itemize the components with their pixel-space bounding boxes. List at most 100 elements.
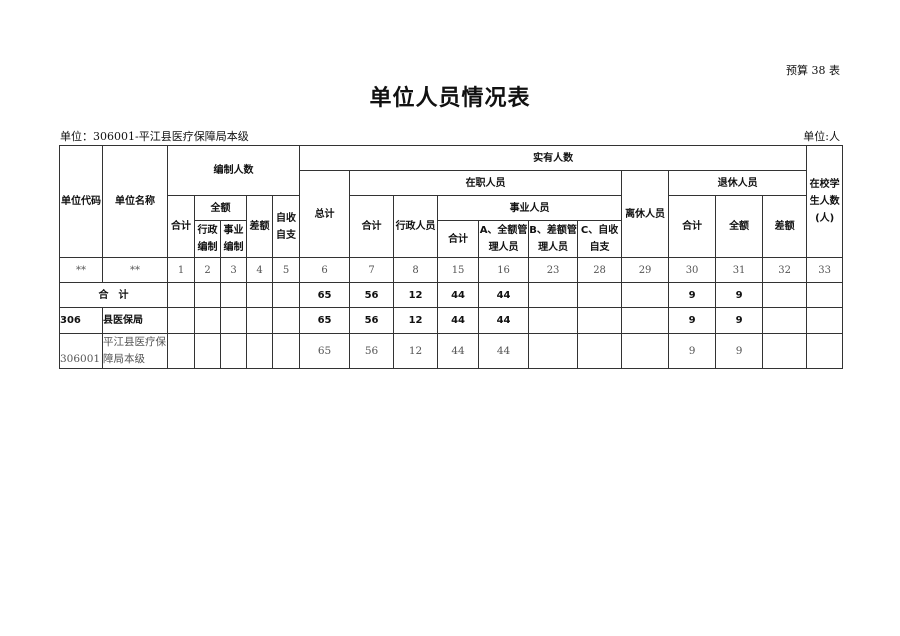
header-student: 在校学生人数(人)	[806, 145, 844, 258]
table-cell: 44	[478, 307, 530, 334]
table-cell	[577, 333, 623, 369]
table-row-total: 合 计 65 56 12 44 44 9 9	[59, 282, 844, 308]
header-sy-bianzhi: 事业编制	[220, 220, 247, 258]
header-code: 单位代码	[59, 145, 103, 258]
table-cell: 56	[349, 333, 395, 369]
table-cell: 44	[437, 282, 480, 308]
header-sy-b: B、差额管理人员	[528, 220, 579, 258]
table-cell	[577, 282, 623, 308]
unit-measure: 单位:人	[803, 130, 840, 143]
table-cell	[621, 307, 670, 334]
page-title: 单位人员情况表	[369, 85, 531, 111]
table-cell	[621, 333, 670, 369]
header-sy-c: C、自收自支	[577, 220, 623, 258]
column-number-row: ** ** 1 2 3 4 5 6 7 8 15 16 23 28 29 30 31 32 33	[59, 257, 844, 283]
table-cell: 65	[299, 282, 351, 308]
header-shiyou: 实有人数	[299, 145, 808, 171]
table-cell	[194, 282, 221, 308]
header-sy-a: A、全额管理人员	[478, 220, 530, 258]
table-cell: 65	[299, 333, 351, 369]
table-cell	[220, 333, 247, 369]
column-number: 23	[528, 257, 579, 283]
table-cell	[806, 282, 844, 308]
header-tuixiu: 退休人员	[668, 170, 808, 196]
table-cell	[621, 282, 670, 308]
column-number: 32	[762, 257, 808, 283]
header-zaizhi: 在职人员	[349, 170, 623, 196]
unit-label: 单位：306001-平江县医疗保障局本级	[60, 130, 249, 143]
column-number: **	[59, 257, 103, 283]
header-tx-quane: 全额	[715, 195, 764, 258]
table-cell: 44	[437, 333, 480, 369]
header-sy-heji: 合计	[437, 220, 480, 258]
table-cell: 9	[715, 282, 764, 308]
table-cell: 44	[478, 282, 530, 308]
column-number: 30	[668, 257, 717, 283]
column-number: 6	[299, 257, 351, 283]
column-number: 3	[220, 257, 247, 283]
table-cell	[806, 307, 844, 334]
header-lixiu: 离休人员	[621, 170, 670, 258]
table-cell: 44	[478, 333, 530, 369]
table-cell	[762, 282, 808, 308]
table-cell	[167, 333, 195, 369]
column-number: **	[102, 257, 168, 283]
table-cell	[167, 282, 195, 308]
table-row: 306001 平江县医疗保障局本级 65 56 12 44 44 9 9	[59, 333, 844, 369]
column-number: 15	[437, 257, 480, 283]
table-cell	[167, 307, 195, 334]
column-number: 31	[715, 257, 764, 283]
column-number: 2	[194, 257, 221, 283]
header-name: 单位名称	[102, 145, 168, 258]
table-cell	[528, 307, 579, 334]
table-cell: 9	[668, 282, 717, 308]
table-cell: 12	[393, 282, 439, 308]
header-xz-bianzhi: 行政编制	[194, 220, 221, 258]
table-cell: 9	[715, 307, 764, 334]
header-bianzhi: 编制人数	[166, 145, 301, 196]
header-bz-quane: 全额	[194, 195, 247, 221]
table-cell	[577, 307, 623, 334]
table-cell	[271, 333, 301, 369]
table-cell	[220, 307, 247, 334]
row-code: 306001	[59, 333, 103, 369]
table-cell: 12	[393, 307, 439, 334]
table-cell: 9	[668, 307, 717, 334]
column-number: 33	[806, 257, 844, 283]
column-number: 16	[478, 257, 530, 283]
table-cell	[271, 282, 301, 308]
table-cell	[528, 282, 579, 308]
column-number: 8	[393, 257, 439, 283]
header-zz-xingzheng: 行政人员	[393, 195, 439, 258]
column-number: 7	[349, 257, 395, 283]
column-number: 4	[246, 257, 273, 283]
header-total: 总计	[299, 170, 351, 258]
column-number: 5	[271, 257, 301, 283]
table-cell	[271, 307, 301, 334]
table-cell	[194, 307, 221, 334]
table-cell: 9	[668, 333, 717, 369]
table-cell: 65	[299, 307, 351, 334]
row-name: 县医保局	[102, 307, 168, 334]
row-label: 合 计	[59, 282, 168, 308]
table-cell	[194, 333, 221, 369]
row-code: 306	[59, 307, 103, 334]
table-cell	[762, 333, 808, 369]
header-bz-heji: 合计	[167, 195, 195, 258]
personnel-table: 单位代码 单位名称 编制人数 实有人数 在校学生人数(人) 总计 在职人员 离休…	[59, 145, 844, 369]
table-cell	[246, 307, 273, 334]
table-cell: 44	[437, 307, 480, 334]
header-zz-heji: 合计	[349, 195, 395, 258]
row-name: 平江县医疗保障局本级	[102, 333, 168, 369]
column-number: 1	[167, 257, 195, 283]
table-cell: 56	[349, 282, 395, 308]
header-bz-zishou: 自收自支	[271, 195, 301, 258]
table-cell	[762, 307, 808, 334]
table-cell: 9	[715, 333, 764, 369]
header-tx-heji: 合计	[668, 195, 717, 258]
header-tx-chae: 差额	[762, 195, 808, 258]
table-cell: 12	[393, 333, 439, 369]
table-cell	[246, 282, 273, 308]
column-number: 29	[621, 257, 670, 283]
